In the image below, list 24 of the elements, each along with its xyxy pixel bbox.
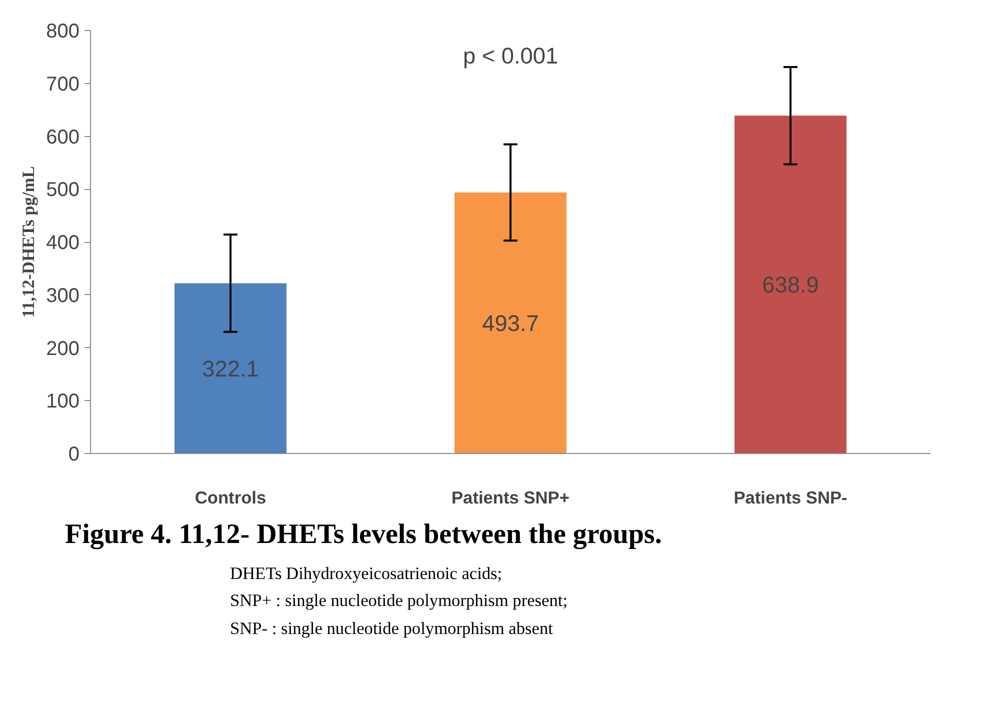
data-label: 638.9: [762, 272, 819, 298]
text: SNP+ : single nucleotide polymorphism present;: [230, 591, 568, 610]
y-tick-label: 100: [46, 390, 80, 413]
text: DHETs Dihydroxyeicosatrienoic acids;: [230, 564, 502, 583]
bar: [734, 116, 846, 454]
y-tick-label: 400: [46, 232, 80, 254]
x-tick-label: Patients SNP+: [452, 488, 570, 508]
annotation: p < 0.001: [462, 42, 558, 68]
data-label: 322.1: [202, 355, 259, 382]
bar: [174, 283, 286, 454]
y-tick-label: 0: [68, 444, 80, 466]
x-tick-label: Controls: [194, 488, 266, 508]
text: Figure 4. 11,12- DHETs levels between the groups.: [65, 518, 662, 552]
bar: [454, 192, 566, 454]
data-label: 493.7: [482, 310, 539, 336]
y-tick-label: 700: [46, 73, 80, 96]
text: SNP- : single nucleotide polymorphism absent: [230, 618, 553, 638]
y-tick-label: 200: [46, 338, 80, 360]
y-tick-label: 600: [46, 126, 80, 148]
y-tick-label: 300: [46, 284, 80, 307]
x-tick-label: Patients SNP-: [734, 488, 848, 508]
y-tick-label: 500: [46, 179, 80, 202]
y-tick-label: 800: [46, 20, 80, 42]
y-axis-title: 11,12-DHETs pg/mL: [19, 166, 38, 318]
